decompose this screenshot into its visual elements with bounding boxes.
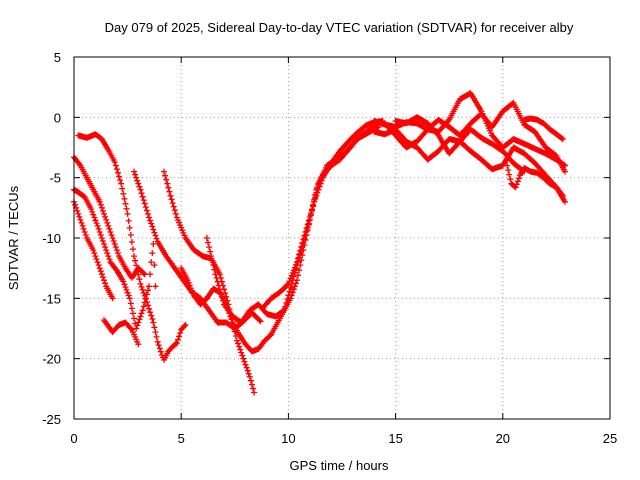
plot-frame — [73, 56, 611, 420]
x-axis-label: GPS time / hours — [290, 458, 389, 473]
series-arc-5 — [101, 317, 142, 348]
y-tick-label: -10 — [42, 231, 61, 246]
plus-markers — [504, 162, 566, 199]
series-arc-14 — [392, 114, 528, 175]
axes: 0 5 10 15 20 25 -25 -20 -15 -10 -5 0 5 — [42, 50, 617, 446]
grid — [74, 57, 610, 419]
x-tick-label: 5 — [178, 431, 185, 446]
series-arc-16 — [521, 115, 566, 143]
series-arc-7 — [161, 168, 258, 396]
y-axis-label: SDTVAR / TECUs — [6, 185, 21, 290]
series-arc-10 — [259, 118, 386, 311]
plus-markers — [381, 99, 568, 175]
plus-markers — [161, 168, 258, 396]
y-tick-label: -20 — [42, 352, 61, 367]
plus-markers — [521, 115, 566, 143]
data-points — [71, 90, 568, 396]
chart-title: Day 079 of 2025, Sidereal Day-to-day VTE… — [105, 20, 574, 35]
plus-markers — [259, 118, 386, 311]
y-tick-label: -25 — [42, 412, 61, 427]
plus-markers — [101, 317, 142, 348]
x-tick-label: 10 — [281, 431, 295, 446]
series-arc-1 — [75, 131, 189, 363]
series-arc-13 — [381, 99, 568, 175]
y-tick-label: 5 — [54, 50, 61, 65]
y-tick-label: -15 — [42, 291, 61, 306]
y-tick-label: -5 — [49, 171, 61, 186]
x-tick-label: 20 — [496, 431, 510, 446]
x-tick-label: 0 — [70, 431, 77, 446]
y-tick-label: 0 — [54, 110, 61, 125]
plus-markers — [75, 131, 189, 363]
plus-markers — [392, 114, 528, 175]
x-tick-label: 25 — [603, 431, 617, 446]
series-arc-15 — [504, 162, 566, 199]
x-tick-label: 15 — [388, 431, 402, 446]
